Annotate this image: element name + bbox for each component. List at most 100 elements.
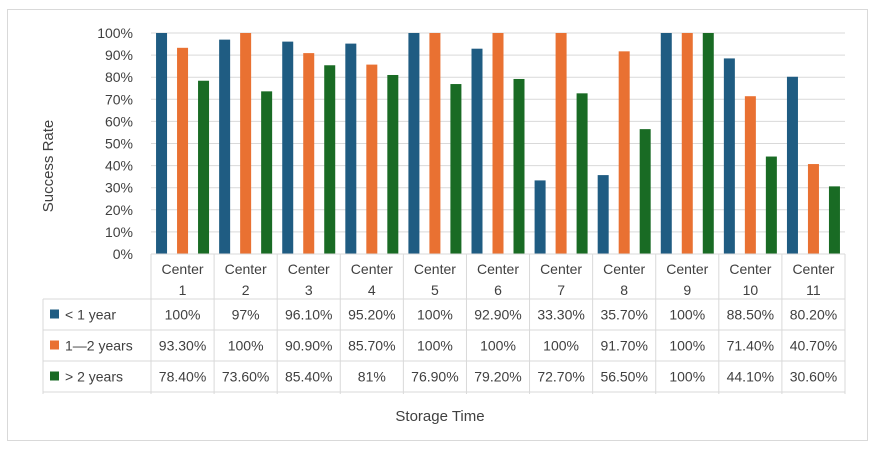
data-label: 72.70%: [537, 369, 584, 385]
bar: [744, 96, 756, 255]
y-tick-label: 100%: [97, 25, 133, 41]
category-label: Center: [792, 261, 834, 277]
category-label: 10: [743, 282, 759, 298]
data-label: 100%: [669, 338, 705, 354]
bar: [513, 78, 525, 254]
bar: [282, 41, 294, 254]
data-label: 90.90%: [285, 338, 332, 354]
bar: [429, 33, 441, 254]
data-label: 81%: [358, 369, 386, 385]
y-tick-label: 70%: [105, 91, 133, 107]
y-tick-label: 40%: [105, 158, 133, 174]
data-label: 56.50%: [600, 369, 647, 385]
data-label: 44.10%: [727, 369, 774, 385]
data-label: 76.90%: [411, 369, 458, 385]
bars: [156, 33, 840, 255]
category-label: Center: [729, 261, 771, 277]
category-label: Center: [603, 261, 645, 277]
y-tick-label: 50%: [105, 136, 133, 152]
bar: [450, 84, 462, 255]
data-label: 35.70%: [600, 307, 647, 323]
data-label: 100%: [417, 307, 453, 323]
data-label: 40.70%: [790, 338, 837, 354]
data-label: 33.30%: [537, 307, 584, 323]
data-label: 85.70%: [348, 338, 395, 354]
data-table: Center 1 Center 2 Center 3 Center 4 Center 5 Cente…: [42, 253, 846, 394]
category-label: Center: [477, 261, 519, 277]
category-label: 3: [305, 282, 313, 298]
data-label: 30.60%: [790, 369, 837, 385]
bar: [576, 93, 588, 254]
y-tick-label: 0%: [113, 246, 133, 262]
category-label: Center: [288, 261, 330, 277]
legend-label: > 2 years: [65, 369, 123, 385]
category-label: 11: [806, 282, 821, 298]
bar: [177, 47, 189, 254]
legend-key: [50, 371, 59, 381]
category-label: Center: [414, 261, 456, 277]
legend-key: [50, 340, 59, 350]
category-label: 2: [242, 282, 250, 298]
bar: [471, 48, 483, 254]
data-label: 100%: [228, 338, 264, 354]
y-tick-label: 60%: [105, 113, 133, 129]
category-label: Center: [540, 261, 582, 277]
data-label: 78.40%: [159, 369, 206, 385]
bar: [219, 39, 231, 254]
bar: [555, 33, 567, 254]
category-label: 8: [620, 282, 628, 298]
y-tick-label: 10%: [105, 224, 133, 240]
category-label: 6: [494, 282, 502, 298]
y-axis-title: Success Rate: [40, 120, 57, 213]
legend-label: < 1 year: [65, 307, 116, 323]
data-label: 71.40%: [727, 338, 774, 354]
bar: [492, 33, 504, 254]
data-label: 100%: [165, 307, 201, 323]
category-label: Center: [225, 261, 267, 277]
legend-label: 1—2 years: [65, 338, 133, 354]
data-label: 100%: [480, 338, 516, 354]
data-label: 100%: [543, 338, 579, 354]
bar: [765, 156, 777, 254]
data-label: 95.20%: [348, 307, 395, 323]
bar: [702, 33, 714, 254]
bar: [387, 74, 399, 255]
y-tick-label: 80%: [105, 69, 133, 85]
y-axis-ticks: 0% 10% 20% 30% 40% 50% 60% 70% 80% 90% 100%: [97, 25, 133, 262]
y-tick-label: 30%: [105, 180, 133, 196]
bar: [639, 129, 651, 254]
bar: [828, 186, 840, 254]
bar: [198, 80, 210, 255]
legend-key: [50, 309, 59, 319]
bar: [618, 51, 630, 254]
bar: [240, 33, 252, 254]
data-label: 80.20%: [790, 307, 837, 323]
data-label: 100%: [669, 307, 705, 323]
category-label: Center: [162, 261, 204, 277]
data-label: 85.40%: [285, 369, 332, 385]
data-label: 92.90%: [474, 307, 521, 323]
data-label: 91.70%: [600, 338, 647, 354]
category-label: 4: [368, 282, 376, 298]
data-label: 96.10%: [285, 307, 332, 323]
category-label: 9: [683, 282, 691, 298]
bar: [534, 180, 546, 254]
y-tick-label: 20%: [105, 202, 133, 218]
bar: [660, 33, 672, 254]
data-label: 100%: [417, 338, 453, 354]
category-label: Center: [666, 261, 708, 277]
data-label: 97%: [232, 307, 260, 323]
bar: [408, 33, 420, 254]
bar: [723, 58, 735, 254]
bar: [303, 53, 315, 255]
bar: [345, 43, 357, 254]
data-label: 79.20%: [474, 369, 521, 385]
category-label: Center: [351, 261, 393, 277]
data-label: 88.50%: [727, 307, 774, 323]
bar: [786, 76, 798, 255]
data-label: 93.30%: [159, 338, 206, 354]
category-label: 1: [179, 282, 187, 298]
y-tick-label: 90%: [105, 47, 133, 63]
bar: [807, 164, 819, 254]
